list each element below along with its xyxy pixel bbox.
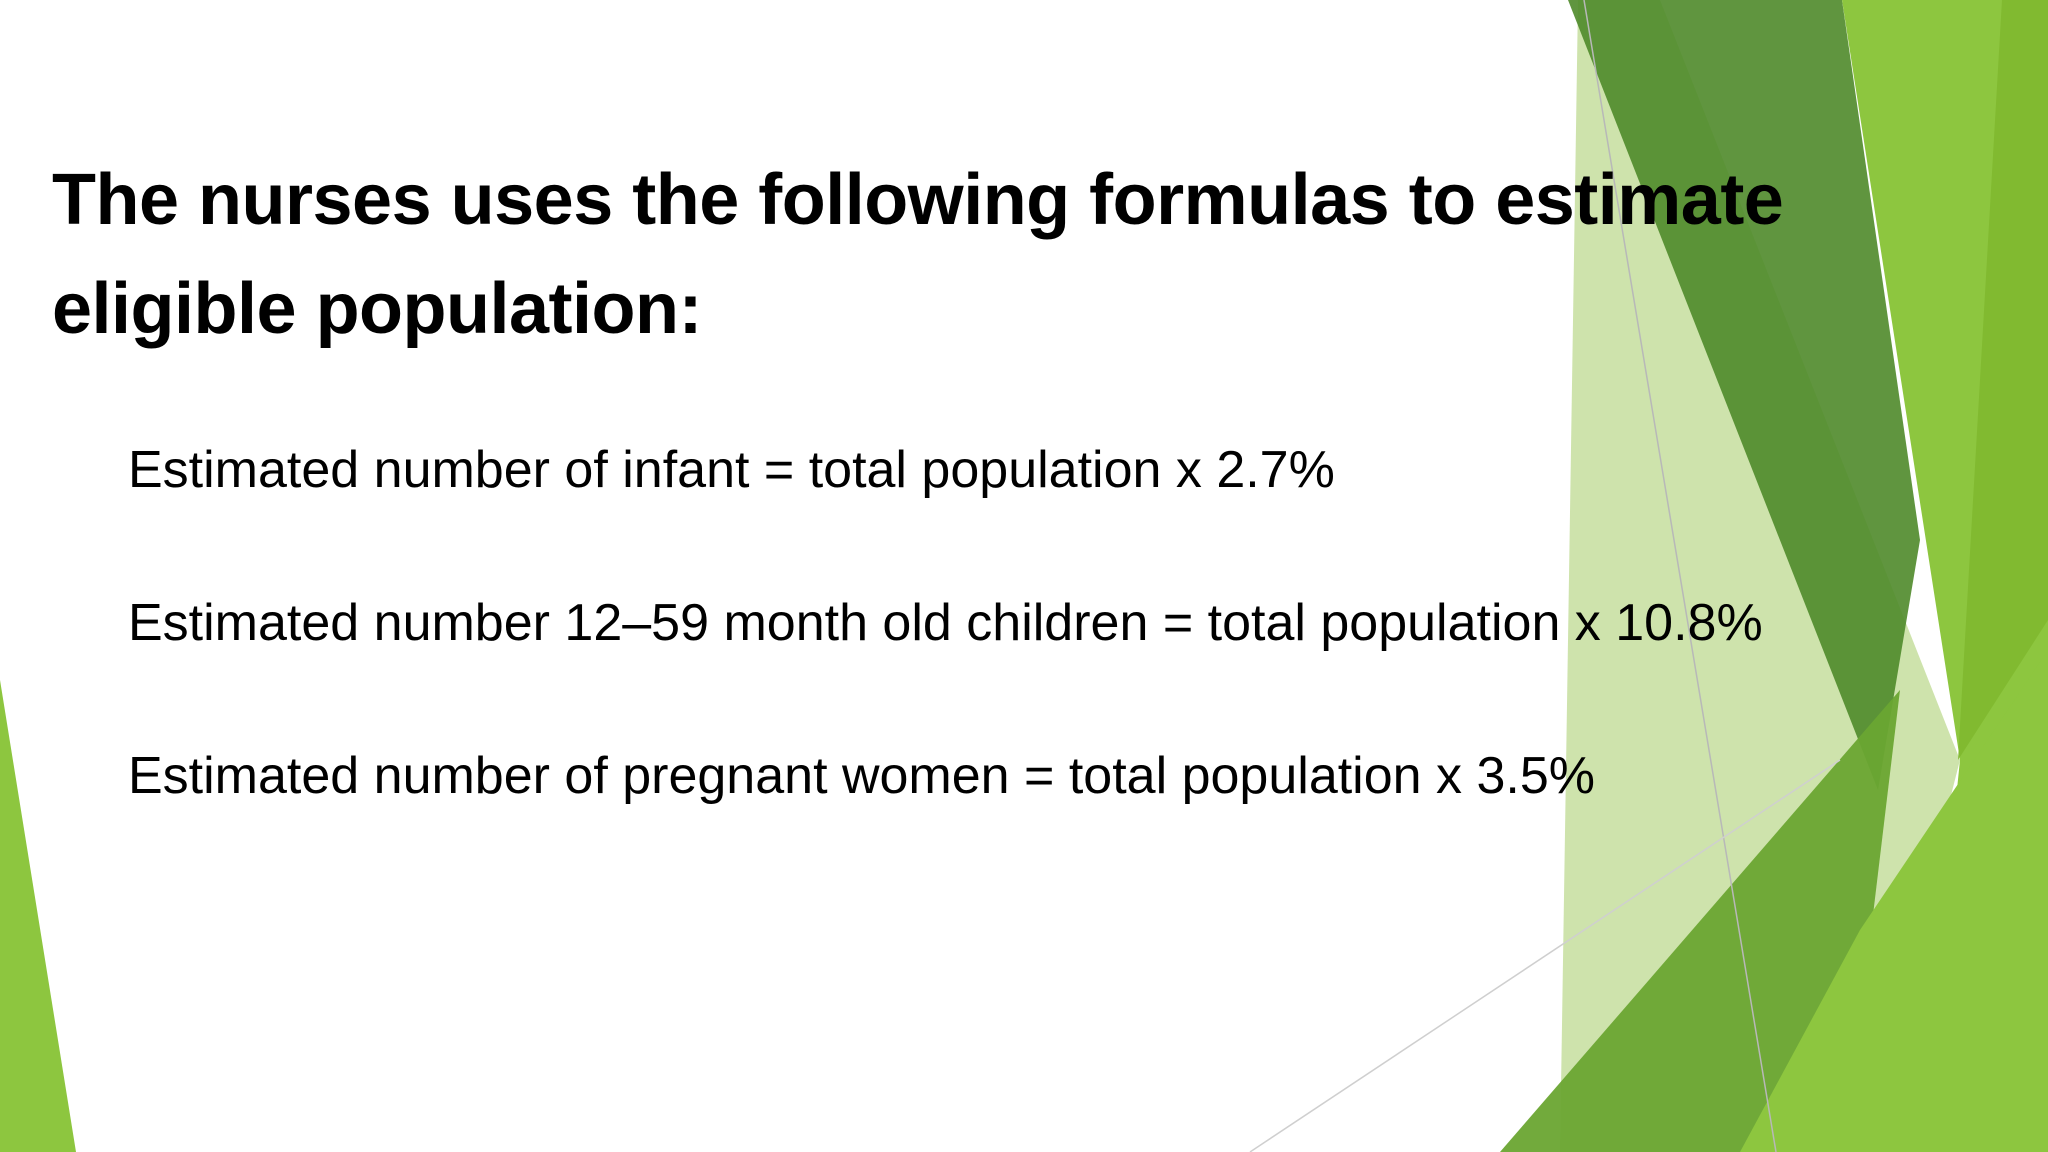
formula-list: Estimated number of infant = total popul… (128, 432, 1763, 891)
thin-line-1 (1583, 0, 1777, 1152)
slide-title: The nurses uses the following formulas t… (52, 160, 1784, 349)
left-green-wedge (0, 680, 76, 1152)
lower-right-piece (1740, 650, 2048, 1152)
formula-children: Estimated number 12–59 month old childre… (128, 594, 1763, 652)
formula-infant: Estimated number of infant = total popul… (128, 441, 1335, 499)
dark-green-band (1568, 0, 1920, 790)
lower-green-triangle (1500, 690, 1900, 1152)
far-right-strip (1958, 0, 2048, 760)
formula-pregnant-women: Estimated number of pregnant women = tot… (128, 747, 1595, 805)
thin-line-2 (1249, 759, 1841, 1152)
